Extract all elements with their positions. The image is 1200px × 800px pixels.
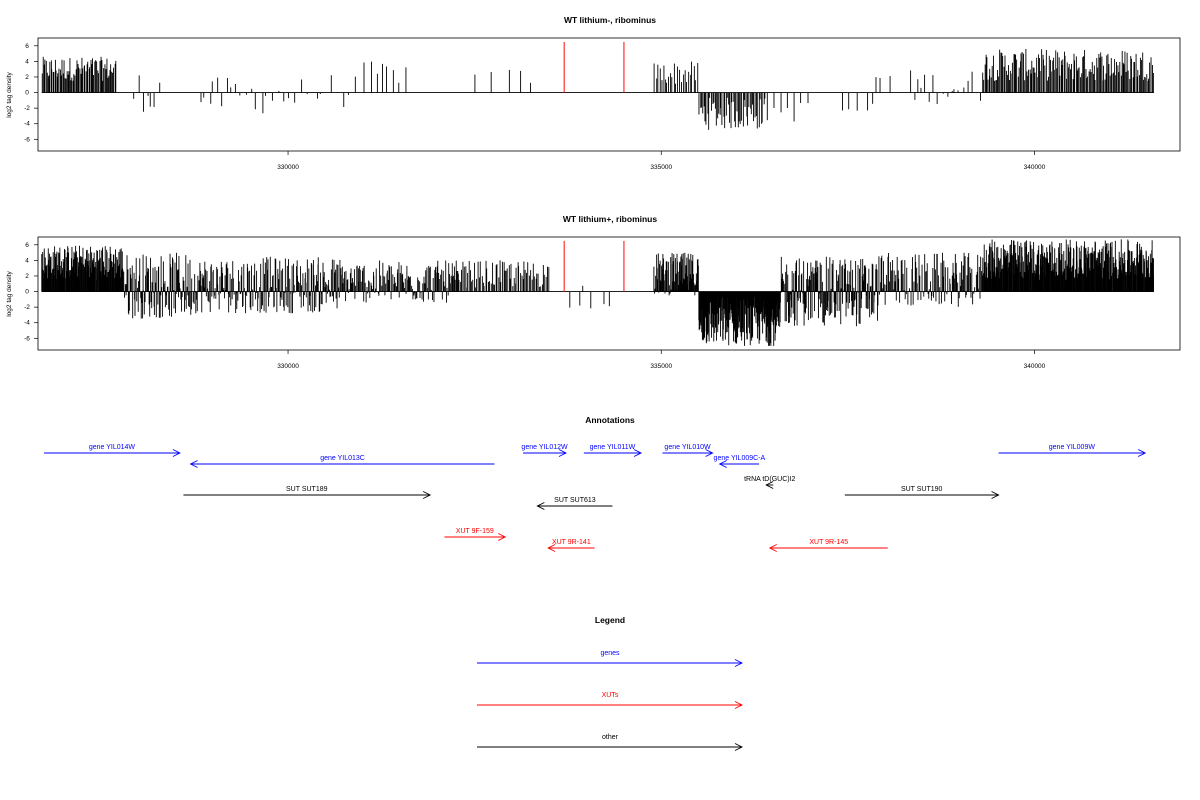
- arrow-head: [765, 481, 774, 489]
- y-tick-label: -2: [24, 105, 30, 112]
- annotations-title: Annotations: [585, 415, 635, 425]
- annotation-label: XUT 9R-145: [809, 539, 848, 546]
- density-bars: [41, 239, 1154, 346]
- annotation-xut-9f-159: XUT 9F-159: [444, 528, 507, 541]
- annotation-label: SUT SUT613: [554, 497, 596, 504]
- x-tick-label: 335000: [650, 164, 672, 171]
- annotation-sut-sut190: SUT SUT190: [844, 486, 1000, 499]
- plot-frame: [37, 236, 1181, 351]
- arrow-head: [734, 701, 744, 709]
- legend-title: Legend: [595, 615, 625, 625]
- annotation-label: SUT SUT190: [901, 486, 943, 493]
- arrow-head: [734, 659, 744, 667]
- legend-label: genes: [600, 650, 620, 657]
- y-axis-label: log2 tag density: [6, 270, 13, 316]
- annotation-gene-yil009c-a: gene YIL009C-A: [714, 455, 766, 468]
- x-tick-label: 335000: [650, 363, 672, 370]
- y-tick-label: -4: [24, 121, 30, 128]
- y-axis-label: log2 tag density: [6, 71, 13, 117]
- legend-entries: genes XUTs other: [477, 650, 744, 751]
- y-tick-label: -2: [24, 304, 30, 311]
- annotation-label: gene YIL009C-A: [714, 455, 766, 462]
- annotation-sut-sut189: SUT SUT189: [183, 486, 432, 499]
- legend-label: XUTs: [602, 692, 619, 699]
- track-panel-lithium-plus: WT lithium+, ribominus log2 tag density …: [6, 214, 1181, 370]
- y-tick-label: 0: [25, 90, 29, 97]
- annotation-gene-yil009w: gene YIL009W: [998, 444, 1147, 457]
- y-tick-label: -6: [24, 136, 30, 143]
- legend-panel: Legend genes XUTs other: [477, 615, 744, 751]
- annotation-xut-9r-141: XUT 9R-141: [547, 539, 595, 552]
- annotation-label: gene YIL013C: [320, 455, 365, 462]
- x-tick-label: 330000: [277, 164, 299, 171]
- arrow-head: [768, 544, 777, 552]
- y-tick-label: 4: [25, 257, 29, 264]
- y-tick-label: 2: [25, 273, 29, 280]
- marker-lines: [563, 240, 625, 292]
- legend-entry-xuts: XUTs: [477, 692, 744, 709]
- arrow-head: [547, 544, 556, 552]
- plot-frame: [37, 37, 1181, 152]
- annotation-label: gene YIL014W: [89, 444, 136, 451]
- annotation-arrows: gene YIL014W gene YIL013C gene YIL012W gene…: [44, 444, 1147, 552]
- annotation-trna-td-guc-i2: tRNA tD(GUC)I2: [744, 476, 796, 489]
- x-tick-label: 340000: [1024, 164, 1046, 171]
- arrow-head: [705, 449, 714, 457]
- annotation-gene-yil010w: gene YIL010W: [662, 444, 714, 457]
- arrow-head: [172, 449, 181, 457]
- arrow-head: [558, 449, 567, 457]
- annotation-label: tRNA tD(GUC)I2: [744, 476, 795, 483]
- annotation-label: gene YIL011W: [590, 444, 636, 451]
- arrow-head: [734, 743, 744, 751]
- legend-label: other: [602, 734, 619, 741]
- y-axis: 6 4 2 0 -2 -4 -6: [24, 242, 38, 342]
- panel-title: WT lithium+, ribominus: [563, 214, 657, 224]
- arrow-head: [1137, 449, 1147, 457]
- arrow-head: [633, 449, 643, 457]
- annotation-xut-9r-145: XUT 9R-145: [768, 539, 888, 552]
- annotation-label: SUT SUT189: [286, 486, 328, 493]
- track-panel-lithium-minus: WT lithium-, ribominus log2 tag density …: [6, 15, 1181, 171]
- annotation-gene-yil013c: gene YIL013C: [189, 455, 495, 468]
- y-tick-label: 2: [25, 74, 29, 81]
- y-tick-label: 6: [25, 43, 29, 50]
- annotation-label: XUT 9F-159: [456, 528, 494, 535]
- legend-entry-other: other: [477, 734, 744, 751]
- annotation-label: gene YIL009W: [1049, 444, 1096, 451]
- annotation-label: gene YIL012W: [521, 444, 568, 451]
- y-tick-label: -4: [24, 320, 30, 327]
- y-axis: 6 4 2 0 -2 -4 -6: [24, 43, 38, 143]
- marker-lines: [563, 41, 625, 93]
- arrow-head: [536, 502, 545, 510]
- y-tick-label: 4: [25, 58, 29, 65]
- annotation-label: gene YIL010W: [664, 444, 711, 451]
- annotation-gene-yil014w: gene YIL014W: [44, 444, 181, 457]
- annotation-gene-yil011w: gene YIL011W: [583, 444, 643, 457]
- density-bars: [41, 48, 1154, 130]
- arrow-head: [497, 533, 507, 541]
- arrow-head: [189, 460, 198, 468]
- x-axis: 330000 335000 340000: [277, 350, 1046, 370]
- arrow-head: [718, 460, 727, 468]
- arrow-head: [422, 491, 432, 499]
- x-tick-label: 330000: [277, 363, 299, 370]
- y-tick-label: 0: [25, 289, 29, 296]
- annotation-sut-sut613: SUT SUT613: [536, 497, 613, 510]
- annotation-gene-yil012w: gene YIL012W: [521, 444, 568, 457]
- x-axis: 330000 335000 340000: [277, 151, 1046, 171]
- legend-entry-genes: genes: [477, 650, 744, 667]
- panel-title: WT lithium-, ribominus: [564, 15, 656, 25]
- y-tick-label: 6: [25, 242, 29, 249]
- x-tick-label: 340000: [1024, 363, 1046, 370]
- arrow-head: [991, 491, 1000, 499]
- y-tick-label: -6: [24, 335, 30, 342]
- annotation-label: XUT 9R-141: [552, 539, 591, 546]
